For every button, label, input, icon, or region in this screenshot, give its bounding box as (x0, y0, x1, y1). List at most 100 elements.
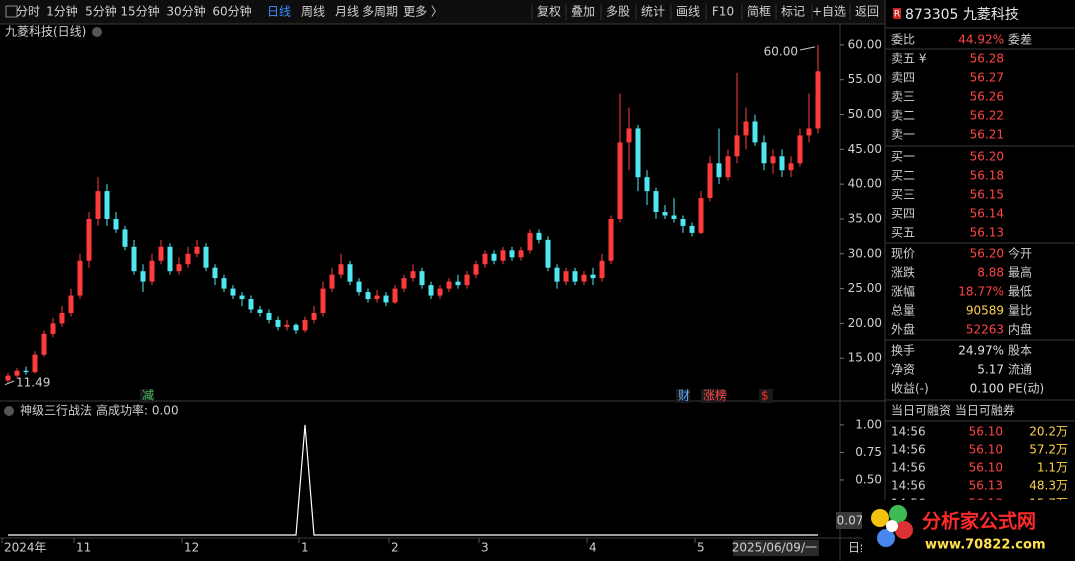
stat-label: 涨跌 (891, 265, 915, 280)
candle-body (248, 299, 254, 310)
y-tick-label: 35.00 (848, 211, 882, 225)
tab[interactable]: 更多 〉 (403, 5, 443, 19)
toolbar-button[interactable]: 多股 (606, 5, 630, 19)
candle-body (455, 281, 461, 286)
watermark-url: www.70822.com (925, 538, 1046, 553)
tab[interactable]: 15分钟 (120, 4, 159, 19)
candle-body (671, 215, 677, 219)
tab[interactable]: 周线 (301, 5, 325, 19)
candle-body (617, 142, 623, 219)
stat-value: 52263 (966, 323, 1004, 337)
watermark-title: 分析家公式网 (922, 510, 1036, 533)
candle-body (356, 281, 362, 293)
x-tick-label: 2 (391, 541, 399, 555)
candle-body (419, 271, 425, 286)
candle-body (707, 163, 713, 199)
stat-value: 24.97% (958, 344, 1004, 358)
y-tick-label: 20.00 (848, 316, 882, 330)
candle-body (734, 135, 740, 157)
candle-body (212, 267, 218, 279)
event-marker[interactable]: 财 (678, 389, 690, 403)
candle-body (311, 312, 317, 320)
stat-label: 量比 (1008, 304, 1032, 318)
quote-panel: R 873305 九菱科技 委比 44.92% 委差 当日可融资 当日可融券 卖… (885, 7, 1075, 511)
stat-label: 最低 (1008, 285, 1032, 299)
candle-body (104, 191, 110, 219)
ask-price: 56.26 (970, 90, 1004, 104)
candle-body (662, 212, 668, 216)
candle-body (5, 375, 11, 381)
candle-body (50, 323, 56, 334)
toolbar-button[interactable]: 简框 (747, 5, 771, 19)
candle-body (635, 128, 641, 178)
bid-price: 56.14 (970, 207, 1004, 221)
toolbar-button[interactable]: 标记 (781, 5, 805, 19)
toolbar-button[interactable]: 统计 (641, 5, 665, 19)
candle-body (86, 218, 92, 261)
event-marker[interactable]: 涨榜 (703, 388, 727, 403)
indicator-name: 神级三行战法 (20, 404, 92, 418)
candle-body (572, 271, 578, 282)
stat-label: 收益(-) (891, 382, 929, 396)
toolbar-button[interactable]: +自选 (812, 5, 846, 19)
trade-time: 14:56 (891, 425, 926, 439)
bid-label: 买二 (891, 169, 915, 183)
candle-body (185, 253, 191, 265)
stat-label: 净资 (891, 363, 915, 377)
trade-time: 14:56 (891, 461, 926, 475)
candle-body (176, 264, 182, 272)
candle-body (779, 156, 785, 171)
event-marker[interactable]: 减 (142, 389, 154, 403)
candle-body (437, 288, 443, 296)
label: 委差 (1008, 33, 1032, 47)
candle-body (320, 288, 326, 313)
toolbar-button[interactable]: F10 (712, 5, 734, 19)
candle-body (122, 229, 128, 247)
candle-body (293, 324, 299, 331)
candle-body (32, 354, 38, 373)
candle-body (644, 177, 650, 192)
candle-body (509, 250, 515, 258)
candle-body (680, 218, 686, 226)
petal (889, 505, 907, 523)
stat-label: 内盘 (1008, 322, 1032, 337)
tab[interactable]: 日线 (267, 5, 291, 19)
candle-body (464, 274, 470, 286)
candle-body (149, 260, 155, 282)
bid-label: 买三 (891, 188, 915, 202)
tab[interactable]: 1分钟 (46, 4, 78, 19)
toolbar-button[interactable]: 画线 (676, 5, 700, 19)
trade-price: 56.10 (969, 443, 1003, 457)
candle-body (113, 218, 119, 230)
value: 44.92% (958, 33, 1004, 47)
tab[interactable]: 分时 (16, 5, 40, 19)
trade-time: 14:56 (891, 443, 926, 457)
current-value-box (836, 512, 864, 529)
y-tick-label: 1.00 (855, 417, 882, 431)
candle-body (761, 142, 767, 164)
event-marker[interactable]: $ (761, 389, 769, 403)
toolbar-button[interactable]: 叠加 (571, 5, 595, 19)
event-bg (676, 389, 690, 403)
candle-body (491, 253, 497, 261)
tab[interactable]: 5分钟 (85, 4, 117, 19)
watermark: 分析家公式网 www.70822.com (862, 500, 1075, 561)
menu-icon[interactable] (5, 5, 18, 18)
chart-menu-icon[interactable] (92, 27, 102, 37)
toolbar-button[interactable]: 返回 (855, 5, 879, 19)
tab[interactable]: 月线 (335, 5, 359, 19)
candle-body (68, 295, 74, 313)
x-tick-label: 5 (697, 541, 705, 555)
tab[interactable]: 60分钟 (212, 4, 251, 19)
candle-body (365, 292, 371, 300)
ask-price: 56.27 (970, 71, 1004, 85)
toolbar-button[interactable]: 复权 (537, 5, 561, 19)
indicator-menu-icon[interactable] (4, 406, 14, 416)
stat-label: 今开 (1008, 246, 1032, 261)
stat-label: PE(动) (1008, 382, 1044, 396)
trade-price: 56.10 (969, 461, 1003, 475)
tab[interactable]: 多周期 (362, 5, 398, 19)
indicator-label: 高成功率: 0.00 (96, 403, 179, 418)
tab[interactable]: 30分钟 (166, 4, 205, 19)
